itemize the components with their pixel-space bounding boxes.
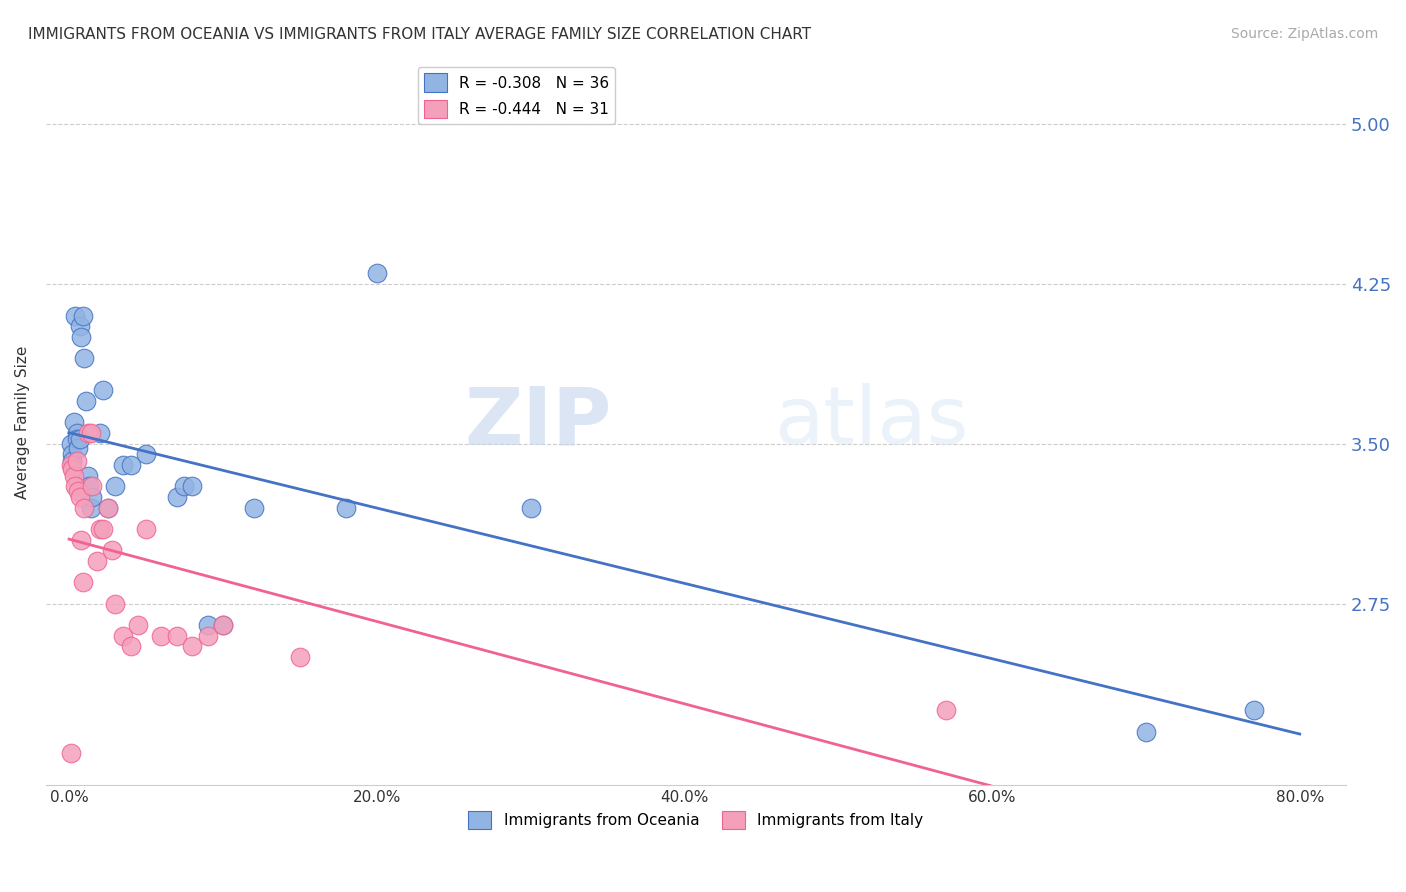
Point <box>120 640 142 654</box>
Point <box>63 479 86 493</box>
Point <box>75 394 97 409</box>
Point <box>288 650 311 665</box>
Point <box>101 543 124 558</box>
Point <box>82 490 104 504</box>
Point <box>66 425 89 440</box>
Point <box>69 319 91 334</box>
Point <box>212 618 235 632</box>
Point <box>91 384 114 398</box>
Point <box>77 479 100 493</box>
Point <box>72 309 94 323</box>
Point <box>96 500 118 515</box>
Text: Source: ZipAtlas.com: Source: ZipAtlas.com <box>1230 27 1378 41</box>
Point <box>212 618 235 632</box>
Text: atlas: atlas <box>773 384 969 461</box>
Point <box>62 468 84 483</box>
Point <box>66 433 89 447</box>
Point <box>60 454 83 468</box>
Point <box>79 425 101 440</box>
Point <box>135 522 157 536</box>
Point <box>89 425 111 440</box>
Point <box>79 500 101 515</box>
Y-axis label: Average Family Size: Average Family Size <box>15 346 30 499</box>
Point <box>135 447 157 461</box>
Point <box>91 522 114 536</box>
Point <box>166 490 188 504</box>
Point <box>242 500 264 515</box>
Point <box>69 433 91 447</box>
Point <box>104 479 127 493</box>
Point <box>66 454 89 468</box>
Point <box>86 554 108 568</box>
Point <box>197 629 219 643</box>
Point <box>72 575 94 590</box>
Point <box>60 746 83 760</box>
Point <box>127 618 149 632</box>
Point <box>150 629 173 643</box>
Point <box>60 462 83 476</box>
Point <box>70 533 93 547</box>
Point <box>67 441 90 455</box>
Point <box>59 436 82 450</box>
Point <box>197 618 219 632</box>
Point <box>59 458 82 472</box>
Point <box>173 479 195 493</box>
Text: IMMIGRANTS FROM OCEANIA VS IMMIGRANTS FROM ITALY AVERAGE FAMILY SIZE CORRELATION: IMMIGRANTS FROM OCEANIA VS IMMIGRANTS FR… <box>28 27 811 42</box>
Point <box>519 500 541 515</box>
Point <box>76 468 98 483</box>
Point <box>63 309 86 323</box>
Point <box>67 483 90 498</box>
Point <box>82 479 104 493</box>
Point <box>120 458 142 472</box>
Point <box>181 479 204 493</box>
Point <box>60 447 83 461</box>
Point <box>1243 703 1265 717</box>
Point <box>166 629 188 643</box>
Point <box>73 351 96 366</box>
Point <box>935 703 957 717</box>
Point <box>366 266 388 280</box>
Point <box>70 330 93 344</box>
Point <box>96 500 118 515</box>
Point <box>89 522 111 536</box>
Point <box>62 415 84 429</box>
Point <box>335 500 357 515</box>
Point <box>73 500 96 515</box>
Point <box>69 490 91 504</box>
Legend: Immigrants from Oceania, Immigrants from Italy: Immigrants from Oceania, Immigrants from… <box>463 805 929 836</box>
Point <box>111 458 134 472</box>
Point <box>1135 724 1157 739</box>
Point <box>181 640 204 654</box>
Point <box>104 597 127 611</box>
Point <box>111 629 134 643</box>
Point <box>76 425 98 440</box>
Text: ZIP: ZIP <box>464 384 612 461</box>
